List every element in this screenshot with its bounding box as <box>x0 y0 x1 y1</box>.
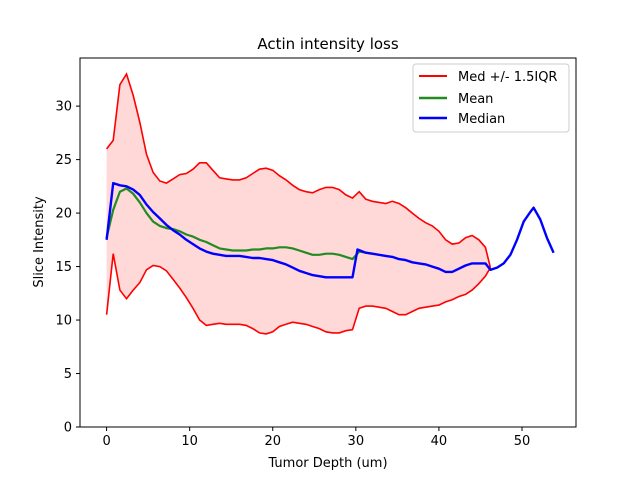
legend-label-mean: Mean <box>458 92 493 107</box>
x-tick-label: 20 <box>264 434 281 449</box>
series-line-upper-bound <box>105 72 492 268</box>
y-tick-label: 30 <box>55 100 72 115</box>
y-tick-label: 25 <box>55 153 72 168</box>
x-tick-label: 10 <box>181 434 198 449</box>
x-tick-label: 40 <box>431 434 448 449</box>
series-line-mean <box>105 187 373 261</box>
iqr-band-fill <box>106 74 491 334</box>
x-axis-label: Tumor Depth (um) <box>267 456 387 471</box>
x-tick-label: 50 <box>514 434 531 449</box>
legend-label-band: Med +/- 1.5IQR <box>458 70 557 85</box>
y-tick-label: 15 <box>55 260 72 275</box>
y-axis-label: Slice Intensity <box>32 196 47 288</box>
x-tick-label: 0 <box>102 434 110 449</box>
legend: Med +/- 1.5IQR Mean Median <box>412 63 570 133</box>
plot-frame <box>79 57 577 428</box>
y-tick-label: 10 <box>55 314 72 329</box>
series-line-median <box>105 181 555 279</box>
legend-label-median: Median <box>458 112 505 127</box>
legend-box <box>412 63 570 133</box>
chart-title: Actin intensity loss <box>257 35 399 53</box>
axis-ticks: 0 10 20 30 40 50 0 5 10 15 20 25 30 <box>55 100 530 449</box>
plot-area <box>105 72 555 335</box>
y-tick-label: 5 <box>64 367 72 382</box>
x-tick-label: 30 <box>348 434 365 449</box>
y-tick-label: 0 <box>64 421 72 436</box>
y-tick-label: 20 <box>55 207 72 222</box>
series-line-lower-bound <box>105 253 492 335</box>
